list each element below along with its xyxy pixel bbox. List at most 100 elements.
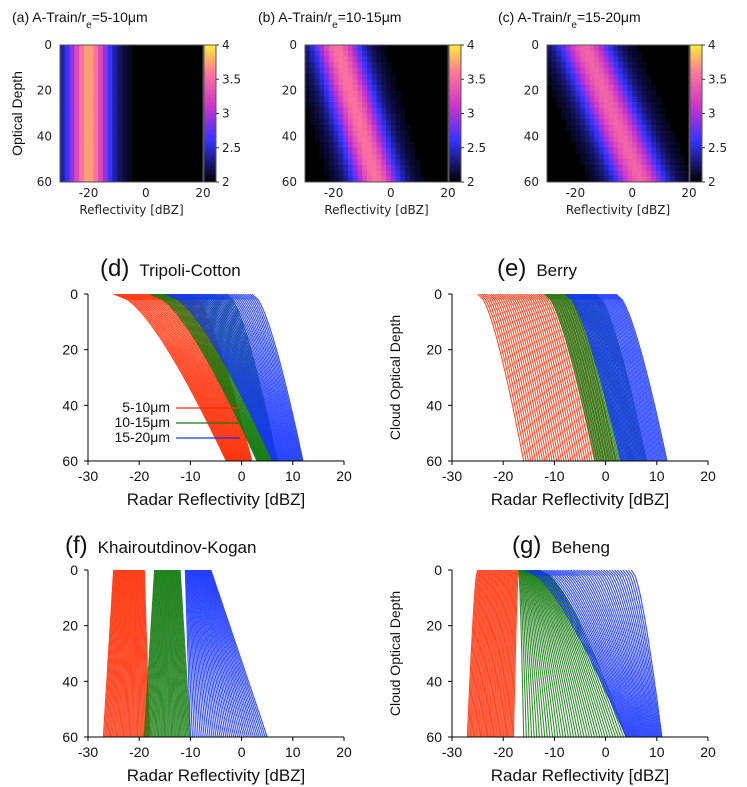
heatmap-cell xyxy=(636,136,643,143)
heatmap-cell xyxy=(400,113,406,120)
heatmap-cell xyxy=(64,119,70,126)
series-curve xyxy=(113,294,227,461)
series-curve xyxy=(177,570,188,737)
heatmap-cell xyxy=(112,90,118,97)
series-curve xyxy=(586,294,642,461)
heatmap-cell xyxy=(121,67,128,74)
heatmap-row: (a) A-Train/re=5-10μm-20 0 20Reflectivity … xyxy=(9,9,727,217)
heatmap-cell xyxy=(69,62,75,69)
series-curve xyxy=(114,570,123,737)
heatmap-title-subscript: e xyxy=(571,20,577,31)
heatmap-cell xyxy=(366,130,373,137)
heatmap-cell xyxy=(651,96,657,103)
heatmap-cell xyxy=(98,142,104,149)
heatmap-cell xyxy=(580,79,586,86)
series-curve xyxy=(152,570,160,737)
heatmap-cell xyxy=(126,84,132,92)
heatmap-cell xyxy=(599,50,605,57)
heatmap-cell xyxy=(107,84,113,92)
heatmap-cell xyxy=(651,136,657,143)
heatmap-cell xyxy=(613,164,619,171)
series-curve xyxy=(478,570,489,737)
heatmap-cell xyxy=(594,62,600,69)
heatmap-cell xyxy=(608,67,614,74)
heatmap-cell xyxy=(651,130,657,137)
heatmap-cell xyxy=(547,50,553,57)
heatmap-cell xyxy=(88,84,94,92)
heatmap-cell xyxy=(88,130,94,137)
heatmap-cell xyxy=(74,119,80,126)
heatmap-cell xyxy=(347,67,354,74)
x-tick-label: 0 xyxy=(602,468,610,484)
heatmap-cell xyxy=(632,50,638,57)
heatmap-cell xyxy=(660,124,666,132)
heatmap-cell xyxy=(362,67,368,74)
heatmap-cell xyxy=(352,124,358,132)
series-curve xyxy=(615,294,668,461)
heatmap-cell xyxy=(400,107,406,114)
heatmap-cell xyxy=(352,67,358,74)
heatmap-cell xyxy=(660,170,666,177)
series-curve xyxy=(203,570,249,737)
heatmap-cell xyxy=(627,96,633,103)
heatmap-cell xyxy=(64,142,70,149)
heatmap-cell xyxy=(386,96,392,103)
heatmap-cell xyxy=(665,136,671,143)
heatmap-cell xyxy=(74,45,80,52)
heatmap-cell xyxy=(69,164,75,171)
series-curve xyxy=(141,570,147,737)
heatmap-cell xyxy=(93,142,99,149)
heatmap-cell xyxy=(98,153,104,160)
heatmap-cell xyxy=(584,107,590,114)
y-tick-label: 40 xyxy=(62,397,78,413)
series-curve xyxy=(173,570,181,737)
series-curve xyxy=(106,570,117,737)
heatmap-cell xyxy=(636,119,643,126)
heatmap-y-tick-label: 60 xyxy=(37,175,52,189)
series-curve xyxy=(498,570,507,737)
series-curve xyxy=(166,294,263,461)
heatmap-cell xyxy=(565,96,572,103)
heatmap-cell xyxy=(324,159,330,166)
heatmap-cell xyxy=(627,119,633,126)
series-curve xyxy=(504,570,512,737)
heatmap-cell xyxy=(589,124,595,132)
heatmap-y-tick-label: 0 xyxy=(531,38,539,52)
heatmap-cell xyxy=(381,96,387,103)
heatmap-cell xyxy=(117,170,123,177)
heatmap-cell xyxy=(390,96,396,103)
series-curve xyxy=(558,294,611,461)
heatmap-cell xyxy=(608,164,614,171)
series-curve xyxy=(155,570,162,737)
heatmap-cell xyxy=(646,136,652,143)
heatmap-cell xyxy=(338,159,344,166)
heatmap-cell xyxy=(69,67,75,74)
heatmap-cell xyxy=(584,96,590,103)
series-curve xyxy=(109,570,119,737)
heatmap-cell xyxy=(599,107,605,114)
series-curve xyxy=(231,294,297,461)
heatmap-cell xyxy=(584,79,590,86)
series-curve xyxy=(564,294,622,461)
heatmap-cell xyxy=(622,102,628,109)
heatmap-cell xyxy=(594,119,600,126)
heatmap-cell xyxy=(627,50,633,57)
heatmap-cell xyxy=(347,107,354,114)
heatmap-cell xyxy=(79,159,85,166)
heatmap-cell xyxy=(314,130,320,137)
heatmap-cell xyxy=(338,79,344,86)
heatmap-cell xyxy=(60,79,66,86)
heatmap-cell xyxy=(314,136,320,143)
heatmap-cell xyxy=(88,102,94,109)
heatmap-cell xyxy=(328,124,334,132)
heatmap-cell xyxy=(69,130,75,137)
heatmap-cell xyxy=(551,45,557,52)
heatmap-cell xyxy=(69,119,75,126)
heatmap-cell xyxy=(589,153,595,160)
heatmap-cell xyxy=(608,119,614,126)
heatmap-cell xyxy=(362,142,368,149)
heatmap-cell xyxy=(102,164,109,171)
heatmap-cell xyxy=(599,56,605,63)
heatmap-cell xyxy=(603,107,609,114)
series-curve xyxy=(479,570,490,737)
